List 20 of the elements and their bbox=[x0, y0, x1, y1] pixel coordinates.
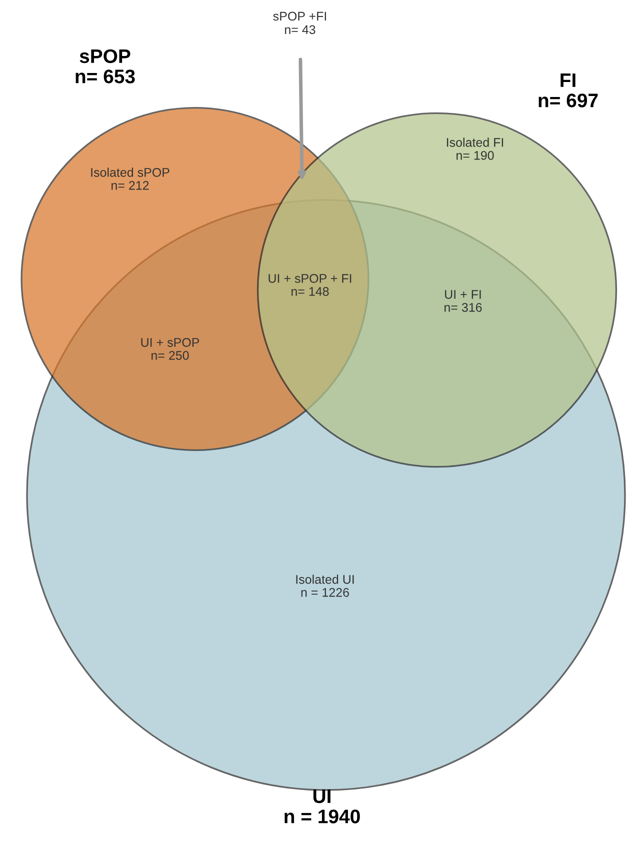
category-label: UI + FI bbox=[445, 290, 481, 299]
data-label: n= 212 bbox=[112, 181, 149, 190]
data-label: n= 148 bbox=[292, 287, 329, 296]
data-label: n = 1226 bbox=[301, 588, 349, 597]
category-label: UI + sPOP bbox=[141, 338, 200, 347]
category-label: Isolated sPOP bbox=[91, 168, 170, 177]
category-label: Isolated FI bbox=[446, 138, 504, 147]
data-label: n= 43 bbox=[285, 25, 316, 34]
category-label: UI bbox=[313, 790, 330, 804]
data-label: n = 1940 bbox=[284, 810, 360, 824]
data-label: n= 190 bbox=[456, 151, 494, 160]
category-label: Isolated UI bbox=[296, 574, 354, 584]
data-label: n= 697 bbox=[538, 94, 598, 108]
data-label: n= 250 bbox=[152, 351, 189, 360]
data-label: n= 653 bbox=[76, 70, 135, 84]
category-label: UI + sPOP + FI bbox=[268, 274, 352, 283]
category-label: sPOP bbox=[80, 49, 130, 64]
data-label: n= 316 bbox=[444, 303, 482, 312]
category-label: FI bbox=[560, 74, 576, 87]
category-label: sPOP +FI bbox=[273, 12, 326, 21]
